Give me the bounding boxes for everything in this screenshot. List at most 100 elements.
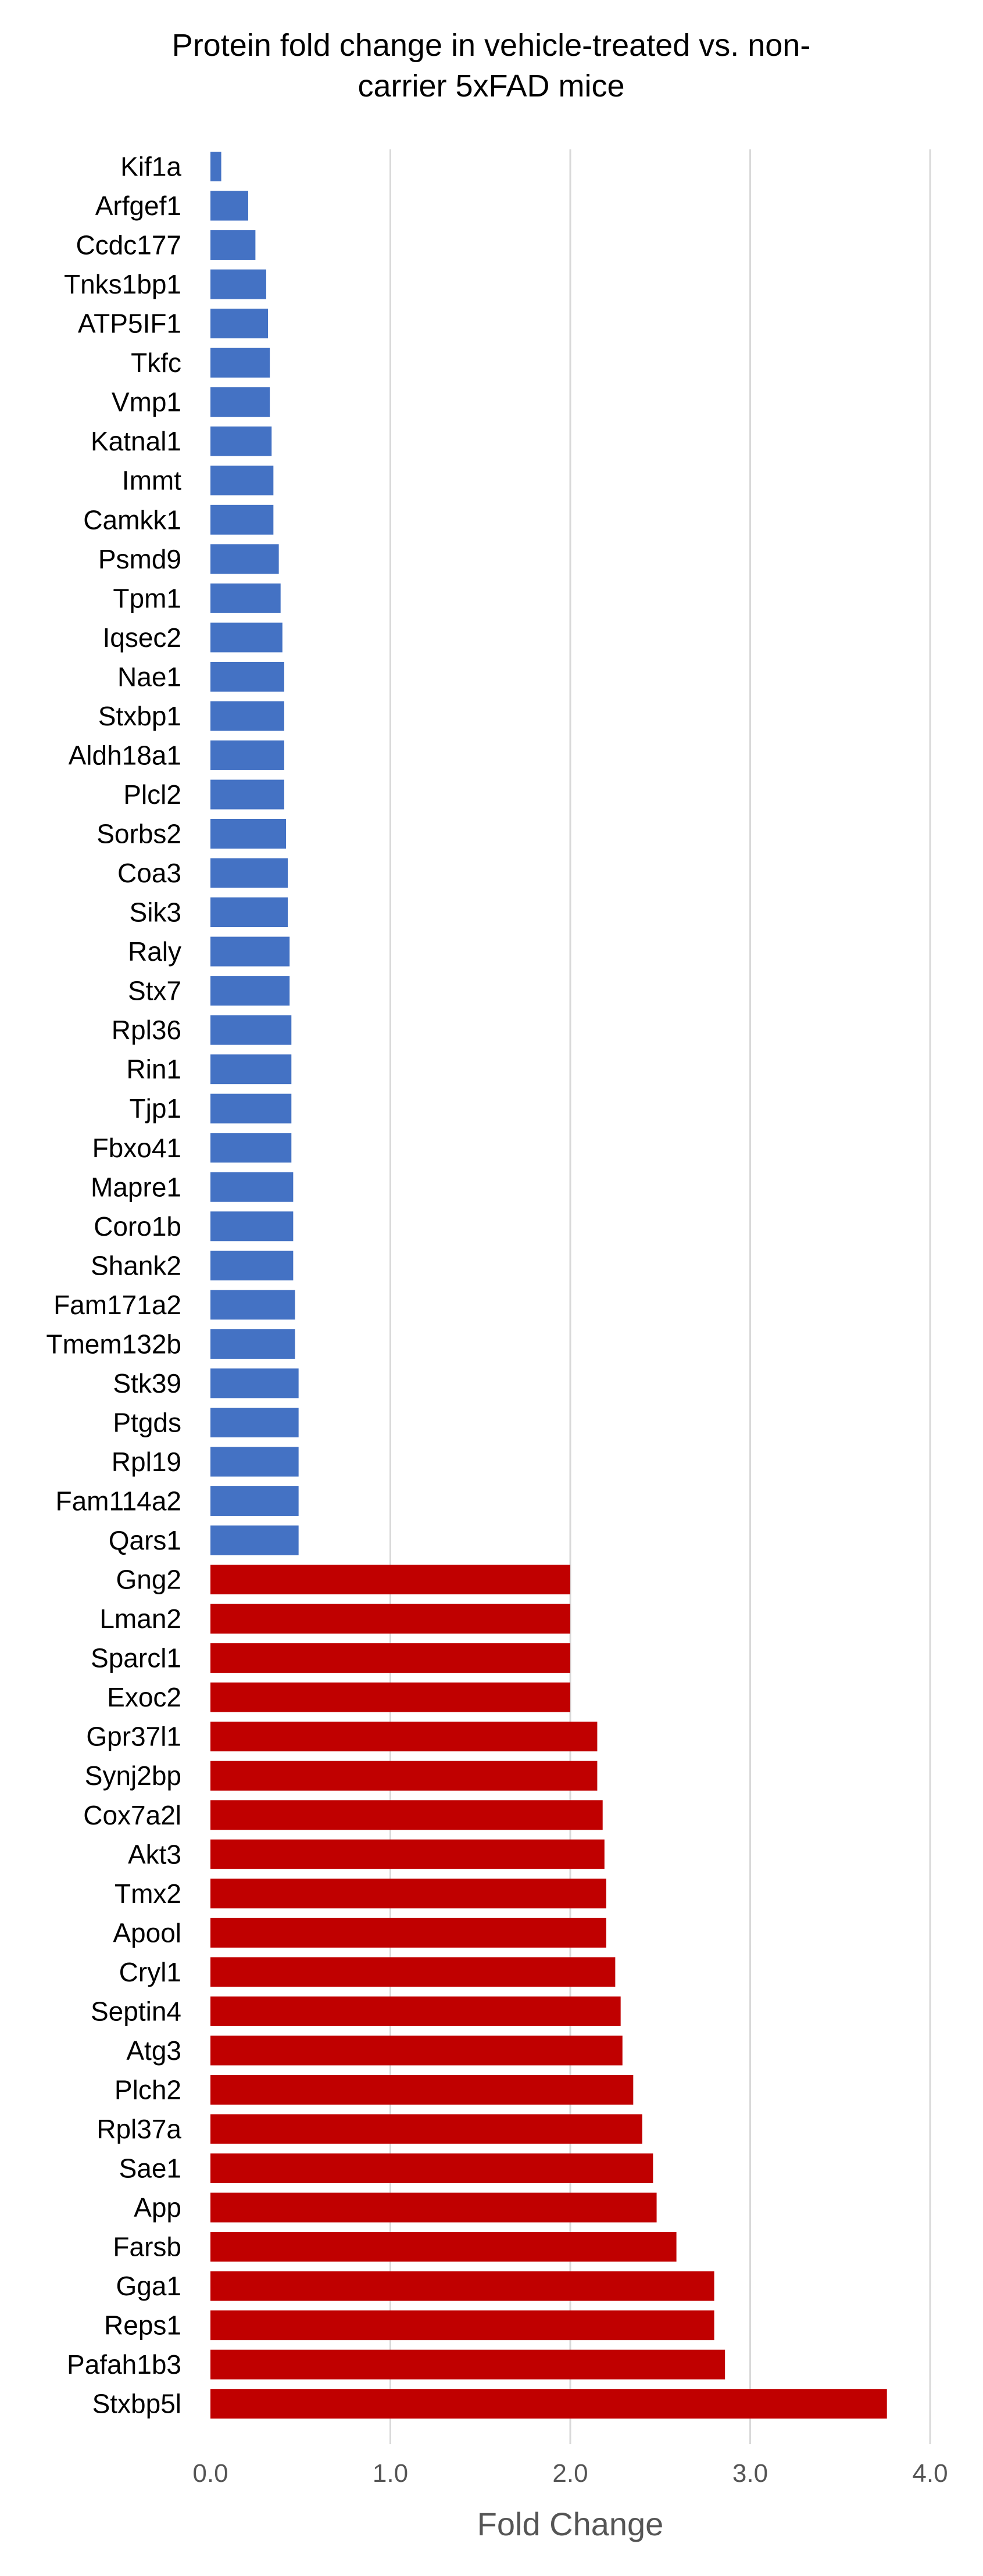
bar-tjp1 bbox=[210, 1093, 292, 1124]
category-label: Psmd9 bbox=[98, 544, 181, 574]
category-label: Tmx2 bbox=[115, 1879, 181, 1909]
category-label: Tjp1 bbox=[130, 1093, 181, 1124]
category-label: Rpl19 bbox=[112, 1447, 181, 1477]
bar-tkfc bbox=[210, 348, 270, 378]
bar-ptgds bbox=[210, 1407, 299, 1437]
category-label: Fam171a2 bbox=[53, 1290, 181, 1320]
category-label: Stx7 bbox=[128, 976, 181, 1006]
category-label: Raly bbox=[128, 936, 181, 967]
category-label: Kif1a bbox=[120, 152, 181, 182]
category-label: Pafah1b3 bbox=[67, 2349, 181, 2380]
category-label: Akt3 bbox=[128, 1839, 181, 1869]
category-label: Katnal1 bbox=[91, 426, 181, 456]
bar-septin4 bbox=[210, 1996, 621, 2026]
category-label: Sik3 bbox=[130, 897, 181, 928]
bar-tmx2 bbox=[210, 1879, 606, 1909]
bar-reps1 bbox=[210, 2310, 714, 2341]
bar-sparcl1 bbox=[210, 1643, 570, 1673]
bar-exoc2 bbox=[210, 1682, 570, 1712]
category-label: Tkfc bbox=[131, 348, 181, 378]
bar-cryl1 bbox=[210, 1957, 616, 1987]
category-label: Vmp1 bbox=[112, 387, 181, 417]
category-label: Septin4 bbox=[91, 1996, 181, 2026]
x-axis-title-group: Fold Change bbox=[477, 2506, 664, 2542]
category-label: Arfgef1 bbox=[95, 191, 181, 221]
category-label: Rpl37a bbox=[96, 2114, 181, 2144]
x-tick-label: 4.0 bbox=[912, 2459, 948, 2488]
category-label: Tmem132b bbox=[46, 1329, 181, 1359]
bar-app bbox=[210, 2192, 657, 2223]
category-label: Iqsec2 bbox=[102, 622, 181, 653]
bar-fbxo41 bbox=[210, 1133, 292, 1163]
bar-pafah1b3 bbox=[210, 2349, 725, 2380]
bar-apool bbox=[210, 1917, 606, 1948]
chart-title: Protein fold change in vehicle-treated v… bbox=[172, 28, 811, 103]
bar-katnal1 bbox=[210, 426, 272, 456]
category-label: Atg3 bbox=[126, 2035, 181, 2066]
bar-sae1 bbox=[210, 2153, 653, 2184]
bar-shank2 bbox=[210, 1250, 294, 1280]
bar-stxbp5l bbox=[210, 2389, 887, 2419]
bar-rpl19 bbox=[210, 1447, 299, 1477]
bar-farsb bbox=[210, 2232, 677, 2262]
x-tick-label: 1.0 bbox=[373, 2459, 408, 2488]
category-label: Gng2 bbox=[116, 1565, 181, 1595]
x-tick-label: 0.0 bbox=[192, 2459, 228, 2488]
category-label: Stk39 bbox=[113, 1368, 181, 1398]
category-label: Tnks1bp1 bbox=[64, 269, 181, 299]
bar-atg3 bbox=[210, 2035, 623, 2066]
bar-psmd9 bbox=[210, 544, 279, 574]
category-label: Stxbp1 bbox=[98, 701, 181, 731]
category-label: Sae1 bbox=[119, 2153, 181, 2184]
category-label: Aldh18a1 bbox=[69, 740, 181, 770]
x-tick-label: 2.0 bbox=[552, 2459, 588, 2488]
category-label: Coa3 bbox=[117, 858, 181, 888]
category-label: Cox7a2l bbox=[83, 1800, 181, 1830]
bar-aldh18a1 bbox=[210, 740, 284, 770]
bar-sik3 bbox=[210, 897, 288, 928]
chart-title-line: carrier 5xFAD mice bbox=[358, 69, 624, 103]
bar-nae1 bbox=[210, 661, 284, 692]
bar-gga1 bbox=[210, 2271, 714, 2301]
category-labels: Kif1a Arfgef1 Ccdc177 Tnks1bp1 ATP5IF1 Tkfc Vm… bbox=[46, 152, 181, 2419]
bar-cox7a2l bbox=[210, 1800, 603, 1830]
category-label: Cryl1 bbox=[119, 1957, 181, 1987]
category-label: Reps1 bbox=[104, 2310, 181, 2341]
bar-stx7 bbox=[210, 976, 290, 1006]
bar-kif1a bbox=[210, 152, 221, 181]
bar-sorbs2 bbox=[210, 819, 286, 849]
category-label: Nae1 bbox=[117, 661, 181, 692]
category-label: Immt bbox=[122, 466, 181, 496]
bars bbox=[210, 152, 887, 2419]
bar-akt3 bbox=[210, 1839, 605, 1869]
bar-tmem132b bbox=[210, 1329, 295, 1359]
category-label: ATP5IF1 bbox=[78, 309, 181, 339]
bar-tnks1bp1 bbox=[210, 269, 266, 299]
bar-mapre1 bbox=[210, 1172, 294, 1202]
category-label: Lman2 bbox=[99, 1604, 181, 1634]
category-label: Shank2 bbox=[91, 1250, 181, 1280]
bar-coro1b bbox=[210, 1211, 294, 1242]
category-label: Mapre1 bbox=[91, 1172, 181, 1202]
bar-stk39 bbox=[210, 1368, 299, 1398]
category-label: Plch2 bbox=[115, 2074, 181, 2105]
category-label: Fam114a2 bbox=[55, 1486, 181, 1516]
category-label: Coro1b bbox=[94, 1211, 181, 1242]
bar-camkk1 bbox=[210, 505, 274, 535]
bar-qars1 bbox=[210, 1525, 299, 1555]
category-label: Rpl36 bbox=[112, 1015, 181, 1045]
bar-synj2bp bbox=[210, 1761, 598, 1791]
x-axis-title: Fold Change bbox=[477, 2506, 664, 2542]
category-label: Camkk1 bbox=[83, 505, 181, 535]
chart-title-line: Protein fold change in vehicle-treated v… bbox=[172, 28, 811, 63]
category-label: Tpm1 bbox=[113, 583, 181, 613]
category-label: Gpr37l1 bbox=[86, 1722, 181, 1752]
bar-atp5if1 bbox=[210, 309, 269, 339]
category-label: Exoc2 bbox=[107, 1682, 181, 1712]
category-label: App bbox=[134, 2192, 181, 2223]
category-label: Sparcl1 bbox=[91, 1643, 181, 1673]
bar-arfgef1 bbox=[210, 191, 248, 221]
x-tick-labels: 0.0 1.0 2.0 3.0 4.0 bbox=[192, 2459, 948, 2488]
bar-gng2 bbox=[210, 1565, 570, 1595]
